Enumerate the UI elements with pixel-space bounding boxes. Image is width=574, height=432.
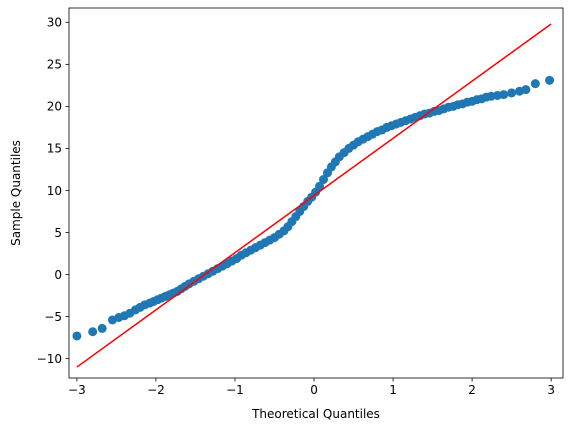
data-point	[521, 85, 531, 95]
data-point	[530, 79, 540, 89]
y-axis-label: Sample Quantiles	[9, 140, 23, 246]
x-axis-label: Theoretical Quantiles	[251, 407, 380, 421]
y-tick-label: 25	[47, 58, 62, 72]
x-tick-label: −1	[226, 383, 244, 397]
data-point	[545, 75, 555, 85]
data-point	[507, 88, 517, 98]
y-tick-label: 10	[47, 184, 62, 198]
y-tick-label: 30	[47, 16, 62, 30]
x-tick-label: −2	[147, 383, 165, 397]
y-axis-ticks: −10 −5 0 5 10 15 20 25 30	[37, 16, 69, 366]
data-point	[315, 181, 325, 191]
data-points	[72, 75, 555, 341]
x-tick-label: 1	[389, 383, 397, 397]
data-point	[499, 90, 509, 100]
y-tick-label: 5	[54, 226, 62, 240]
data-point	[97, 323, 107, 333]
data-point	[319, 175, 329, 185]
plot-frame	[68, 7, 564, 379]
y-tick-label: −5	[44, 310, 62, 324]
data-point	[72, 331, 82, 341]
reference-line	[76, 23, 552, 368]
y-tick-label: −10	[37, 352, 62, 366]
x-axis-ticks: −3 −2 −1 0 1 2 3	[68, 378, 555, 397]
y-tick-label: 15	[47, 142, 62, 156]
y-tick-label: 20	[47, 100, 62, 114]
data-point	[88, 327, 98, 337]
x-tick-label: 2	[468, 383, 476, 397]
x-tick-label: −3	[68, 383, 86, 397]
y-tick-label: 0	[54, 268, 62, 282]
reference-line-layer	[76, 23, 552, 368]
x-tick-label: 0	[310, 383, 318, 397]
x-tick-label: 3	[547, 383, 555, 397]
